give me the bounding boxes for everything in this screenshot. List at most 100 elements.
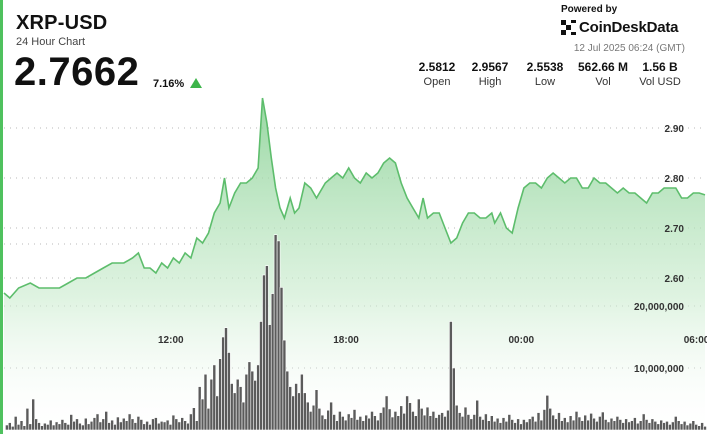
volume-bar [40, 425, 44, 431]
volume-bar [57, 423, 62, 431]
volume-bar [694, 424, 699, 431]
brand[interactable]: CoinDeskData [561, 19, 678, 36]
volume-bar [481, 419, 485, 431]
volume-bar [425, 406, 430, 431]
volume-bar [238, 386, 243, 431]
volume-bar [34, 418, 38, 431]
current-price: 2.7662 [14, 50, 140, 94]
volume-bar [656, 423, 661, 431]
volume-bar [495, 417, 500, 431]
volume-bar [247, 361, 252, 431]
volume-bar [180, 417, 184, 431]
volume-bar [665, 420, 669, 431]
volume-bar [302, 392, 307, 431]
volume-bar [107, 422, 111, 431]
volume-bar [586, 419, 591, 431]
volume-bar [352, 409, 357, 431]
volume-bar [221, 336, 225, 431]
stat-vol-usd-value: 1.56 B [642, 60, 678, 74]
volume-bar [361, 420, 366, 431]
volume-bars [5, 234, 707, 431]
volume-bar [5, 424, 9, 431]
volume-bar [624, 418, 628, 431]
stat-high-label: High [478, 76, 502, 88]
volume-bar [460, 416, 465, 431]
volume-bar [174, 418, 179, 431]
volume-bar [621, 422, 626, 431]
volume-bar [157, 422, 161, 431]
volume-bar [630, 420, 634, 431]
volume-bar [323, 418, 328, 431]
volume-bar [492, 420, 497, 431]
volume-bar [31, 398, 36, 431]
volume-bar [370, 411, 374, 431]
volume-bar [393, 411, 398, 431]
volume-bar [451, 367, 456, 431]
volume-bar [48, 419, 53, 431]
volume-bar [685, 424, 690, 431]
volume-bar [384, 395, 389, 431]
stat-low-value: 2.5538 [526, 60, 564, 74]
time-tick-label: 00:00 [508, 335, 534, 346]
volume-bar [381, 406, 386, 431]
volume-bar [177, 421, 182, 431]
coindesk-logo-icon [561, 20, 576, 35]
volume-bar [466, 414, 471, 431]
volume-bar [148, 424, 152, 431]
volume-bar [326, 409, 331, 431]
volume-bar [45, 424, 50, 431]
stat-low: 2.5538 Low [519, 60, 571, 88]
volume-bar [113, 424, 117, 431]
volume-bar [332, 414, 336, 431]
volume-bar [218, 358, 222, 431]
volume-bar [250, 370, 255, 431]
volume-bar [165, 419, 170, 431]
volume-bar [168, 424, 173, 431]
volume-bar [367, 417, 371, 431]
volume-bar [232, 392, 237, 431]
volume-bar [159, 420, 164, 431]
volume-bar [63, 422, 68, 431]
volume-bar [101, 418, 106, 431]
volume-bar [279, 287, 284, 431]
volume-bar [51, 424, 56, 431]
volume-bar [618, 419, 623, 431]
volume-bar [297, 392, 301, 431]
volume-bar [183, 420, 187, 431]
volume-bar [688, 422, 693, 431]
volume-bar [282, 339, 287, 431]
volume-bar [186, 422, 190, 431]
volume-bar [340, 416, 345, 431]
volume-bar [294, 383, 298, 431]
volume-bar [627, 421, 631, 431]
volume-bar [305, 401, 310, 431]
volume-bar [653, 420, 658, 431]
volume-bar [583, 414, 588, 431]
volume-bar [253, 380, 257, 431]
volume-bar [358, 416, 363, 431]
volume-bar [43, 422, 47, 431]
volume-bar [151, 418, 155, 431]
volume-bar [641, 413, 646, 431]
volume-bar [203, 373, 208, 431]
volume-bar [206, 407, 211, 431]
volume-bar [504, 420, 509, 431]
timestamp: 12 Jul 2025 06:24 (GMT) [573, 43, 685, 54]
volume-bar [545, 394, 550, 431]
volume-bar [92, 417, 97, 431]
volume-bar [580, 420, 585, 431]
volume-bar [349, 417, 354, 431]
volume-bar [224, 327, 228, 431]
volume-bar [589, 412, 593, 431]
stat-high-value: 2.9567 [471, 60, 509, 74]
stat-high: 2.9567 High [461, 60, 519, 88]
volume-bar [598, 416, 602, 431]
volume-bar [133, 422, 138, 431]
volume-bar [542, 409, 547, 431]
volume-bar [691, 420, 696, 431]
volume-bar [440, 412, 444, 431]
volume-bar [434, 417, 439, 431]
volume-bar [72, 420, 76, 431]
chart-subtitle: 24 Hour Chart [16, 36, 86, 48]
